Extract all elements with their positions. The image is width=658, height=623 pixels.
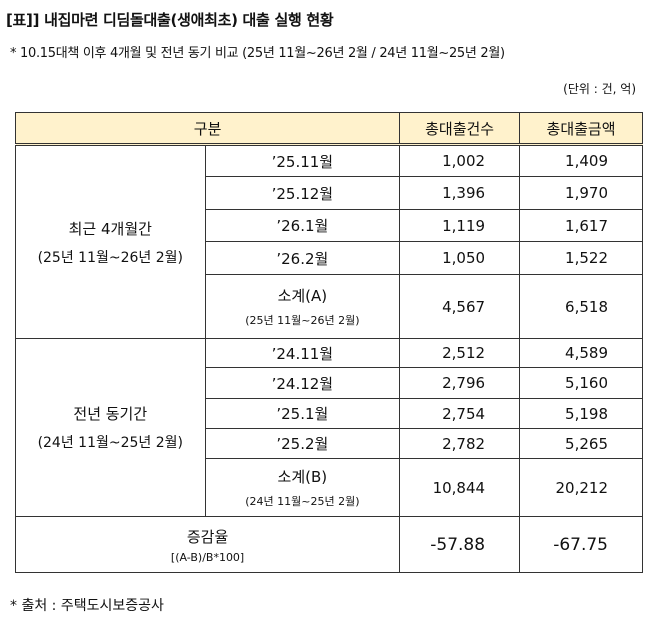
row: 전년 동기간 (24년 11월~25년 2월) ’24.11월 2,512 4,589 (15, 338, 643, 517)
amount-cell: 5,198 (519, 398, 643, 429)
period-cell: ’25.11월 (204, 144, 401, 177)
count-cell: 2,782 (399, 428, 521, 459)
group-label: 전년 동기간 (73, 405, 148, 423)
amount-cell: 6,518 (519, 274, 643, 339)
period-cell: ’24.11월 (204, 338, 401, 368)
period-cell: ’25.2월 (204, 428, 401, 459)
amount-cell: 20,212 (519, 458, 643, 517)
subtitle: * 10.15대책 이후 4개월 및 전년 동기 비교 (25년 11월~26년… (10, 46, 505, 61)
row: ’26.1월 1,119 1,617 (16, 209, 643, 242)
period-cell: ’26.1월 (204, 209, 401, 242)
change-label: 증감율 (186, 527, 229, 546)
header-cell: 총대출금액 (519, 112, 643, 146)
count-cell: 2,796 (399, 367, 521, 399)
period-cell: ’25.1월 (204, 398, 401, 429)
change-formula: [(A-B)/B*100] (170, 550, 245, 564)
amount-cell: 1,409 (519, 144, 643, 177)
amount-cell: 1,617 (519, 209, 643, 242)
subtotal-cell: 소계(B) (24년 11월~25년 2월) (204, 458, 401, 517)
row: ’26.2월 1,050 1,522 (16, 241, 643, 275)
group-label: 최근 4개월간 (68, 219, 152, 238)
amount-cell: 1,522 (519, 241, 643, 275)
group-sublabel: (25년 11월~26년 2월) (37, 249, 183, 266)
change-cell: 증감율 [(A-B)/B*100] (14, 516, 401, 573)
amount-cell: 1,970 (519, 176, 643, 210)
row: 최근 4개월간 (25년 11월~26년 2월) ’25.11월 1,002 1,409 (15, 144, 643, 339)
group-sublabel: (24년 11월~25년 2월) (37, 435, 183, 451)
count-cell: 4,567 (399, 274, 521, 339)
count-cell: -57.88 (399, 516, 521, 573)
count-cell: 1,002 (399, 144, 521, 177)
period-cell: ’26.2월 (204, 241, 401, 275)
group-cell: 최근 4개월간 (25년 11월~26년 2월) (15, 144, 206, 339)
change-row: 증감율 [(A-B)/B*100] -57.88 -67.75 (14, 516, 643, 573)
amount-cell: 5,160 (519, 367, 643, 399)
amount-cell: -67.75 (519, 516, 643, 573)
period-cell: ’25.12월 (204, 176, 401, 210)
count-cell: 1,396 (399, 176, 521, 210)
count-cell: 1,050 (399, 241, 521, 275)
subtotal-cell: 소계(A) (25년 11월~26년 2월) (204, 274, 401, 339)
title: [표]] 내집마련 디딤돌대출(생애최초) 대출 실행 현황 (6, 11, 334, 29)
header-cell: 구분 (14, 112, 401, 146)
unit: (단위 : 건, 억) (563, 82, 636, 96)
count-cell: 10,844 (399, 458, 521, 517)
subtotal-sublabel: (25년 11월~26년 2월) (245, 314, 360, 327)
data-table: 구분 총대출건수 총대출금액 최근 4개월간 (25년 11월~26년 2월) ’2… (14, 112, 643, 573)
period-cell: ’24.12월 (204, 367, 401, 399)
header-row: 구분 총대출건수 총대출금액 (14, 112, 643, 146)
subtotal-label: 소계(B) (277, 468, 328, 486)
amount-cell: 4,589 (519, 338, 643, 368)
count-cell: 1,119 (399, 209, 521, 242)
amount-cell: 5,265 (519, 428, 643, 459)
subtotal-label: 소계(A) (277, 287, 328, 305)
count-cell: 2,754 (399, 398, 521, 429)
header-cell: 총대출건수 (399, 112, 521, 146)
group-cell: 전년 동기간 (24년 11월~25년 2월) (15, 338, 206, 517)
row: ’25.2월 2,782 5,265 (16, 428, 643, 459)
source: * 출처 : 주택도시보증공사 (10, 598, 164, 614)
row: ’25.12월 1,396 1,970 (16, 176, 643, 210)
subtotal-sublabel: (24년 11월~25년 2월) (245, 495, 360, 508)
count-cell: 2,512 (399, 338, 521, 368)
subtotal-row: 소계(A) (25년 11월~26년 2월) 4,567 6,518 (16, 274, 643, 339)
row: ’25.1월 2,754 5,198 (16, 398, 643, 429)
